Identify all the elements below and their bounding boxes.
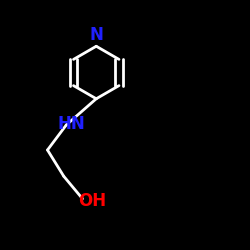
Text: N: N [89, 26, 103, 44]
Text: HN: HN [58, 115, 86, 133]
Text: OH: OH [78, 192, 106, 210]
